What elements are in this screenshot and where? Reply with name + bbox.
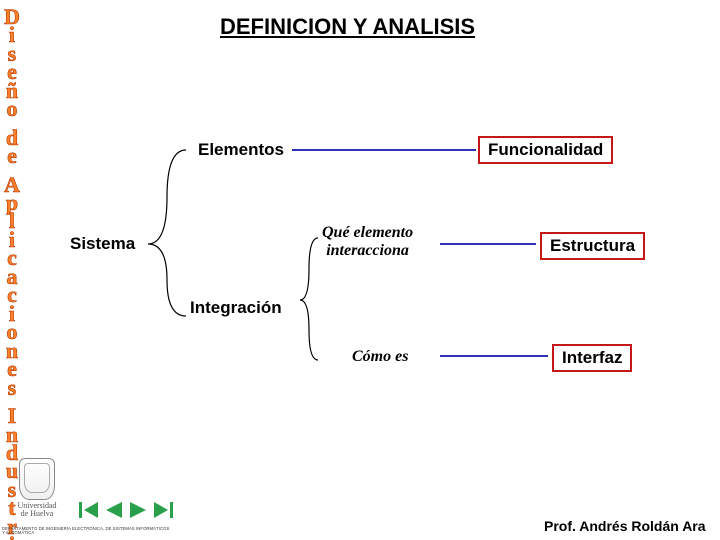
- slide-canvas: Diseño de Aplicaciones Industriales DEFI…: [0, 0, 720, 540]
- nav-buttons: [0, 0, 720, 540]
- nav-first[interactable]: [79, 502, 98, 518]
- author-footer: Prof. Andrés Roldán Ara: [544, 518, 706, 534]
- nav-next[interactable]: [130, 502, 146, 518]
- nav-prev[interactable]: [106, 502, 122, 518]
- nav-last[interactable]: [154, 502, 173, 518]
